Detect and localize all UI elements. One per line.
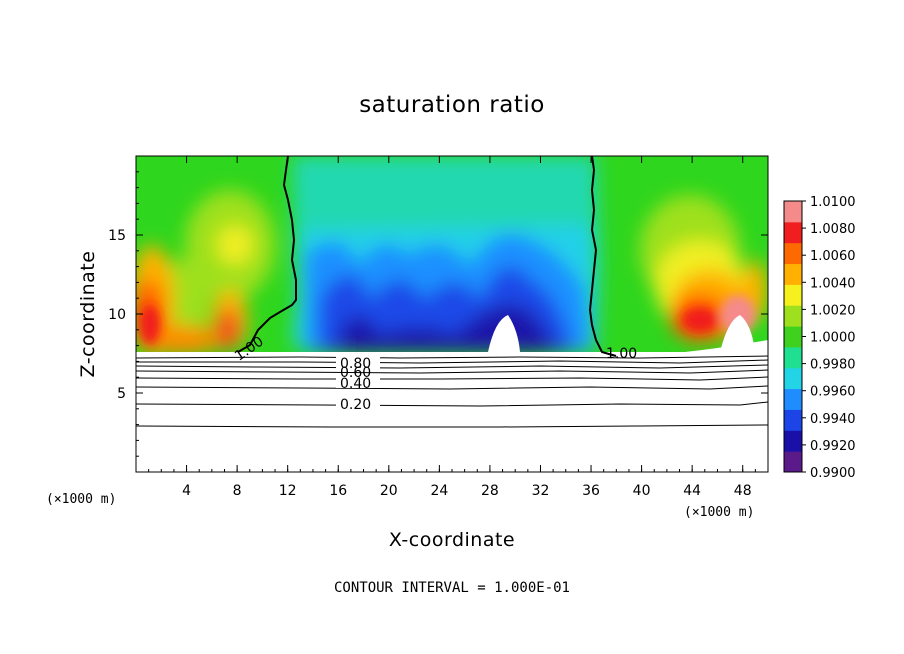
x-tick-label: 32 — [532, 483, 550, 499]
contour-line-0.40 — [136, 376, 768, 381]
y-tick-label: 5 — [117, 386, 126, 402]
colorbar-swatch — [784, 367, 802, 390]
x-tick-label: 12 — [279, 483, 297, 499]
colorbar-swatch — [784, 284, 802, 306]
colorbar-swatch — [784, 346, 802, 369]
colorbar-label: 1.0000 — [810, 331, 856, 346]
contour-line-0.10 — [136, 424, 768, 428]
contour-line-1.00-left — [237, 156, 297, 353]
x-tick-label: 24 — [430, 483, 448, 499]
x-tick-label: 48 — [734, 483, 752, 499]
colorbar-swatch — [784, 221, 802, 244]
x-tick-label: 44 — [683, 483, 701, 499]
contour-label-0.40: 0.40 — [340, 376, 371, 392]
x-tick-label: 20 — [380, 483, 398, 499]
x-unit-label-left: (×1000 m) — [46, 492, 116, 507]
contour-line-0.50 — [136, 369, 768, 374]
heatmap-field — [136, 156, 768, 472]
colorbar-swatch — [784, 388, 802, 410]
colorbar-label: 1.0060 — [810, 249, 856, 264]
x-tick-label: 40 — [633, 483, 651, 499]
contour-label-1.00-right: 1.00 — [606, 346, 637, 362]
colorbar-label: 0.9960 — [810, 385, 856, 400]
x-tick-label: 4 — [182, 483, 191, 499]
y-tick-label: 15 — [108, 228, 126, 244]
contour-line-0.20 — [136, 401, 768, 407]
contour-line-1.00-right — [588, 156, 617, 357]
contour-labels: 1.00 1.00 0.80 0.60 0.40 0.20 — [232, 334, 637, 413]
contour-line-0.60 — [136, 364, 768, 369]
contour-line-0.30 — [136, 385, 768, 390]
colorbar: 1.0100 1.0080 1.0060 1.0040 1.0020 1.0000 0.99… — [783, 195, 856, 481]
colorbar-label: 0.9920 — [810, 439, 856, 454]
y-tick-label: 10 — [108, 307, 126, 323]
x-tick-label: 36 — [582, 483, 600, 499]
colorbar-label: 1.0040 — [810, 276, 856, 291]
colorbar-label: 0.9980 — [810, 358, 856, 373]
colorbar-swatch — [784, 451, 802, 473]
x-axis-label: X-coordinate — [389, 529, 515, 551]
colorbar-swatch — [784, 326, 802, 348]
contour-label-0.60: 0.60 — [340, 365, 371, 381]
colorbar-swatch — [784, 409, 802, 431]
x-axis-ticks: 4 8 12 16 20 24 28 32 36 40 44 48 — [148, 156, 756, 499]
contour-lines — [136, 156, 768, 428]
colorbar-swatch — [784, 305, 802, 327]
y-axis-ticks: 5 10 15 — [108, 171, 768, 457]
colorbar-label: 1.0080 — [810, 222, 856, 237]
colorbar-swatch — [784, 263, 802, 285]
colorbar-label: 0.9900 — [810, 466, 856, 481]
contour-label-0.80: 0.80 — [340, 356, 371, 372]
x-tick-label: 16 — [329, 483, 347, 499]
y-axis-label: Z-coordinate — [77, 251, 99, 378]
colorbar-swatch — [784, 201, 802, 223]
colorbar-swatch — [784, 430, 802, 452]
chart-title: saturation ratio — [359, 92, 545, 118]
contour-line-0.80 — [136, 355, 768, 359]
colorbar-label: 0.9940 — [810, 412, 856, 427]
x-unit-label-right: (×1000 m) — [684, 505, 754, 520]
x-tick-label: 28 — [481, 483, 499, 499]
colorbar-label: 1.0020 — [810, 303, 856, 318]
contour-line-0.70 — [136, 359, 768, 364]
colorbar-swatch — [784, 242, 802, 265]
x-tick-label: 8 — [233, 483, 242, 499]
contour-label-0.20: 0.20 — [340, 397, 371, 413]
colorbar-label: 1.0100 — [810, 195, 856, 210]
contour-interval-note: CONTOUR INTERVAL = 1.000E-01 — [334, 580, 570, 596]
